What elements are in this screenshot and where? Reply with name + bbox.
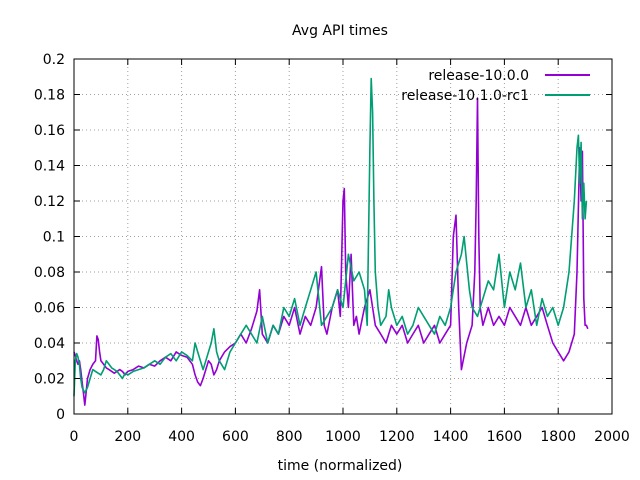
x-tick-label: 1200 [379, 429, 415, 445]
x-tick-label: 1800 [540, 429, 576, 445]
x-tick-label: 800 [276, 429, 303, 445]
y-tick-label: 0.2 [43, 52, 65, 68]
y-tick-label: 0.02 [34, 372, 65, 388]
x-tick-label: 0 [70, 429, 79, 445]
x-tick-label: 400 [168, 429, 195, 445]
y-tick-label: 0.06 [34, 301, 65, 317]
x-tick-label: 600 [222, 429, 249, 445]
x-tick-label: 1600 [487, 429, 523, 445]
series-line-1 [73, 97, 589, 406]
y-tick-label: 0.18 [34, 88, 65, 104]
y-tick-label: 0.14 [34, 159, 65, 175]
legend-label: release-10.1.0-rc1 [401, 88, 529, 104]
chart-title: Avg API times [292, 23, 388, 39]
series-lines [73, 77, 589, 406]
y-tick-label: 0.08 [34, 265, 65, 281]
legend: release-10.0.0 release-10.1.0-rc1 [401, 68, 590, 104]
y-tick-label: 0.1 [43, 230, 65, 246]
x-tick-label: 1400 [433, 429, 469, 445]
series-line-2 [73, 77, 588, 397]
y-tick-label: 0.16 [34, 123, 65, 139]
x-axis-label: time (normalized) [278, 458, 403, 474]
x-tick-label: 1000 [325, 429, 361, 445]
x-tick-label: 2000 [594, 429, 630, 445]
y-tick-label: 0.12 [34, 194, 65, 210]
x-tick-label: 200 [114, 429, 141, 445]
legend-label: release-10.0.0 [428, 68, 529, 84]
y-tick-label: 0 [56, 407, 65, 423]
axis-ticks: 0 200 400 600 800 1000 1200 1400 1600 1800 2000 0 0.… [34, 52, 630, 445]
y-tick-label: 0.04 [34, 336, 65, 352]
